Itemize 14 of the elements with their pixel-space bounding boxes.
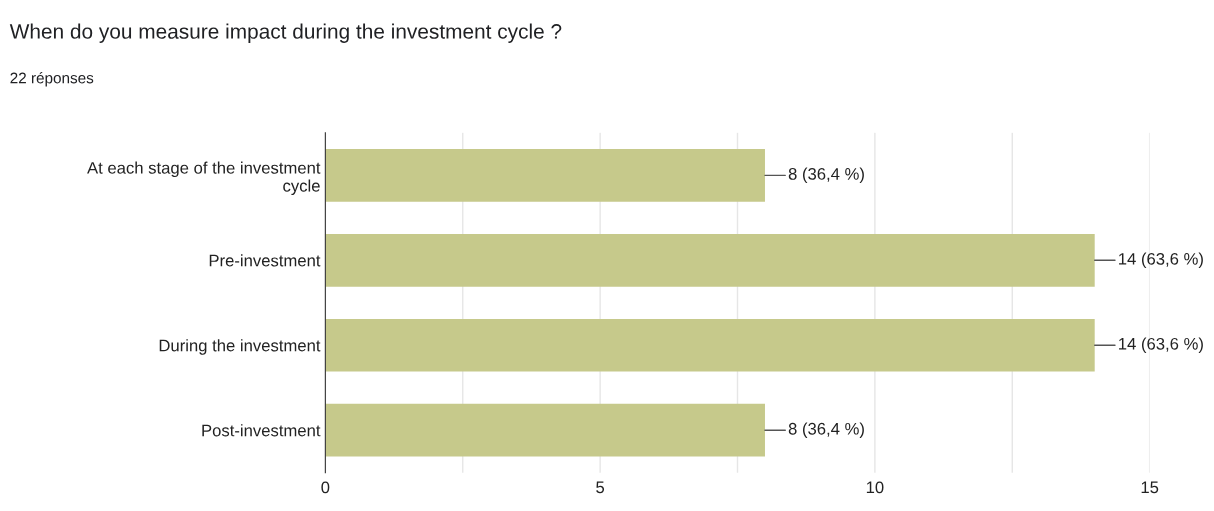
chart-title: When do you measure impact during the investment cycle ? [9, 23, 562, 43]
x-tick-label: 0 [321, 481, 330, 494]
y-tick-label: At each stage of the investment cycle [87, 161, 321, 196]
data-label: 8 (36,4 %) [788, 167, 864, 184]
x-tick-label: 15 [1141, 481, 1159, 494]
x-tick-label: 10 [866, 481, 884, 494]
y-tick-label: Pre-investment [209, 254, 321, 267]
data-label: 14 (63,6 %) [1119, 337, 1203, 353]
text: 22 réponses [10, 71, 94, 87]
y-tick-label: Post-investment [202, 424, 321, 437]
x-tick-label: 5 [596, 481, 605, 494]
data-label: 14 (63,6 %) [1119, 252, 1203, 269]
data-label: 8 (36,4 %) [788, 422, 864, 438]
y-tick-label: During the investment [159, 339, 321, 355]
